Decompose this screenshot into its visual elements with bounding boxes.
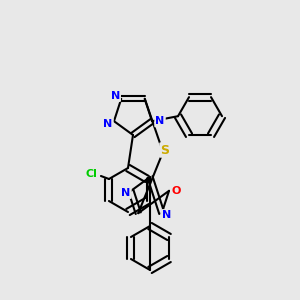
Text: N: N — [111, 91, 120, 101]
Text: S: S — [160, 143, 169, 157]
Text: N: N — [122, 188, 130, 198]
Text: N: N — [162, 210, 171, 220]
Text: O: O — [171, 186, 181, 196]
Text: Cl: Cl — [85, 169, 97, 179]
Text: N: N — [155, 116, 165, 126]
Text: N: N — [103, 119, 112, 129]
